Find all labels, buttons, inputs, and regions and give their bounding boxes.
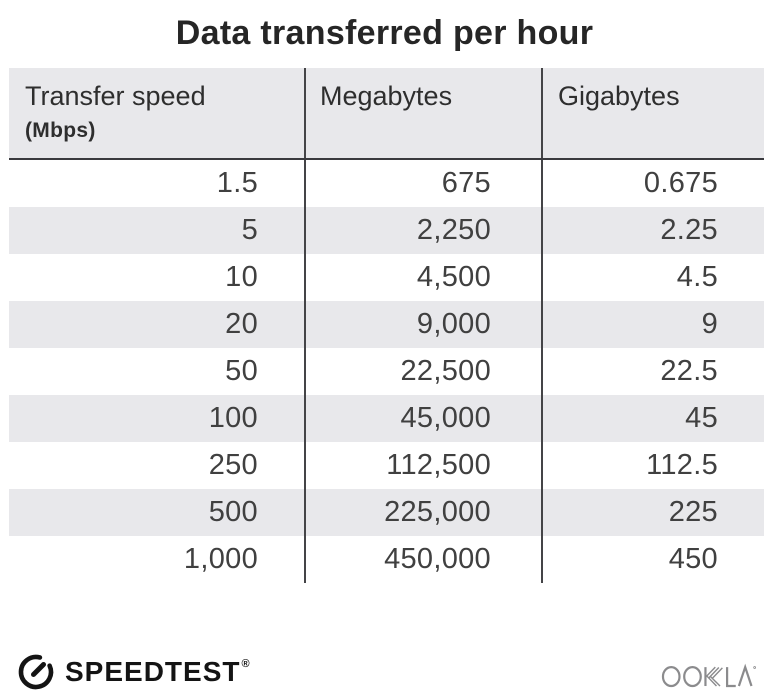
table-body: 1.5 675 0.675 5 2,250 2.25 10 4,500 4.5 … xyxy=(9,160,764,583)
cell-megabytes: 112,500 xyxy=(304,442,541,489)
table-row: 1,000 450,000 450 xyxy=(9,536,764,583)
gauge-icon xyxy=(18,654,54,690)
cell-gigabytes: 2.25 xyxy=(541,207,764,254)
cell-transfer-speed: 250 xyxy=(208,449,258,481)
cell-megabytes: 22,500 xyxy=(304,348,541,395)
cell-gigabytes: 45 xyxy=(541,395,764,442)
table-row: 100 45,000 45 xyxy=(9,395,764,442)
cell-transfer-speed: 500 xyxy=(208,496,258,528)
column-header-mbps-unit: (Mbps) xyxy=(25,119,96,142)
cell-megabytes: 9,000 xyxy=(304,301,541,348)
cell-gigabytes: 450 xyxy=(541,536,764,583)
cell-transfer-speed: 10 xyxy=(225,261,258,293)
table-row: 20 9,000 9 xyxy=(9,301,764,348)
speedtest-logo: SPEEDTEST® xyxy=(16,652,250,692)
table-row: 5 2,250 2.25 xyxy=(9,207,764,254)
ookla-logo xyxy=(661,660,757,690)
cell-transfer-speed: 1,000 xyxy=(183,543,258,575)
cell-transfer-speed: 100 xyxy=(208,402,258,434)
table-row: 50 22,500 22.5 xyxy=(9,348,764,395)
cell-transfer-speed: 5 xyxy=(241,214,258,246)
table-row: 250 112,500 112.5 xyxy=(9,442,764,489)
data-table: Transfer speed (Mbps) Megabytes Gigabyte… xyxy=(9,68,764,583)
column-header-gigabytes: Gigabytes xyxy=(541,68,764,158)
cell-megabytes: 45,000 xyxy=(304,395,541,442)
cell-gigabytes: 9 xyxy=(541,301,764,348)
cell-gigabytes: 112.5 xyxy=(541,442,764,489)
cell-megabytes: 675 xyxy=(304,160,541,207)
table-row: 500 225,000 225 xyxy=(9,489,764,536)
cell-gigabytes: 4.5 xyxy=(541,254,764,301)
table-row: 10 4,500 4.5 xyxy=(9,254,764,301)
speedtest-wordmark: SPEEDTEST xyxy=(65,656,241,687)
cell-transfer-speed: 50 xyxy=(225,355,258,387)
cell-transfer-speed: 1.5 xyxy=(216,167,258,199)
cell-gigabytes: 225 xyxy=(541,489,764,536)
page-title: Data transferred per hour xyxy=(175,14,594,52)
column-header-megabytes: Megabytes xyxy=(304,68,541,158)
table-header-row: Transfer speed (Mbps) Megabytes Gigabyte… xyxy=(9,68,764,160)
column-header-transfer-speed: Transfer speed (Mbps) xyxy=(9,68,304,158)
registered-trademark-symbol: ® xyxy=(241,658,250,670)
cell-megabytes: 225,000 xyxy=(304,489,541,536)
cell-transfer-speed: 20 xyxy=(225,308,258,340)
cell-gigabytes: 0.675 xyxy=(541,160,764,207)
cell-gigabytes: 22.5 xyxy=(541,348,764,395)
column-header-transfer-speed-label: Transfer speed xyxy=(25,81,206,111)
cell-megabytes: 4,500 xyxy=(304,254,541,301)
cell-megabytes: 2,250 xyxy=(304,207,541,254)
ookla-wordmark-icon xyxy=(661,663,756,688)
cell-megabytes: 450,000 xyxy=(304,536,541,583)
table-row: 1.5 675 0.675 xyxy=(9,160,764,207)
